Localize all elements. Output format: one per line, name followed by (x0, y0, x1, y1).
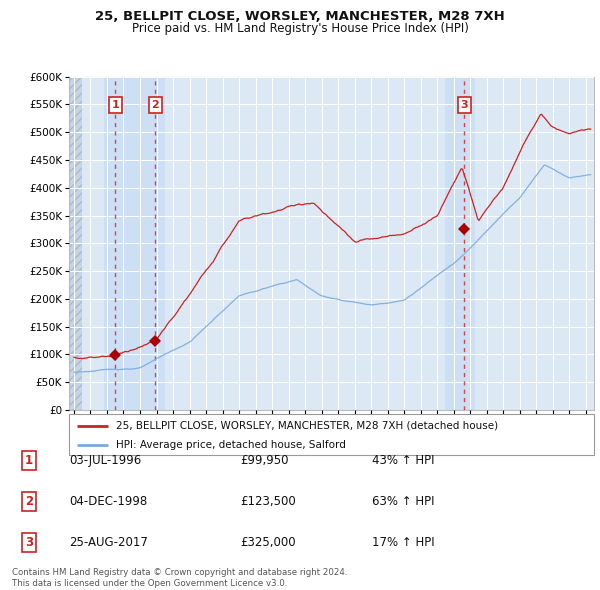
Text: HPI: Average price, detached house, Salford: HPI: Average price, detached house, Salf… (116, 440, 346, 450)
Text: 2: 2 (25, 495, 33, 508)
Text: 3: 3 (25, 536, 33, 549)
Text: £123,500: £123,500 (240, 495, 296, 508)
Text: 25, BELLPIT CLOSE, WORSLEY, MANCHESTER, M28 7XH: 25, BELLPIT CLOSE, WORSLEY, MANCHESTER, … (95, 10, 505, 23)
Text: 1: 1 (112, 100, 119, 110)
Text: £99,950: £99,950 (240, 454, 289, 467)
Text: Price paid vs. HM Land Registry's House Price Index (HPI): Price paid vs. HM Land Registry's House … (131, 22, 469, 35)
Bar (445, 77, 475, 410)
Text: 17% ↑ HPI: 17% ↑ HPI (372, 536, 434, 549)
Text: £325,000: £325,000 (240, 536, 296, 549)
Text: Contains HM Land Registry data © Crown copyright and database right 2024.: Contains HM Land Registry data © Crown c… (12, 568, 347, 576)
Bar (104, 77, 165, 410)
Text: This data is licensed under the Open Government Licence v3.0.: This data is licensed under the Open Gov… (12, 579, 287, 588)
FancyBboxPatch shape (69, 414, 594, 455)
Text: 3: 3 (461, 100, 468, 110)
Text: 04-DEC-1998: 04-DEC-1998 (69, 495, 147, 508)
Text: 1: 1 (25, 454, 33, 467)
Text: 63% ↑ HPI: 63% ↑ HPI (372, 495, 434, 508)
Text: 03-JUL-1996: 03-JUL-1996 (69, 454, 141, 467)
Text: 43% ↑ HPI: 43% ↑ HPI (372, 454, 434, 467)
Text: 25-AUG-2017: 25-AUG-2017 (69, 536, 148, 549)
Text: 2: 2 (151, 100, 159, 110)
Bar (69, 77, 82, 410)
Text: 25, BELLPIT CLOSE, WORSLEY, MANCHESTER, M28 7XH (detached house): 25, BELLPIT CLOSE, WORSLEY, MANCHESTER, … (116, 421, 499, 431)
